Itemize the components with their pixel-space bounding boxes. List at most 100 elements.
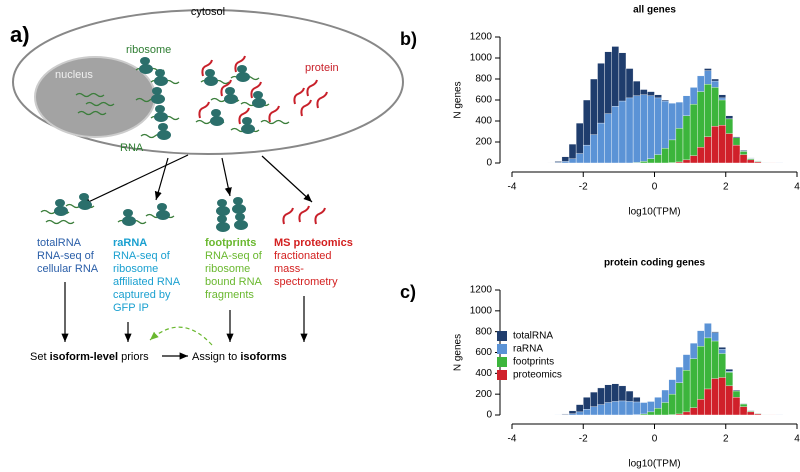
histogram-bar bbox=[682, 370, 691, 416]
histogram-bar bbox=[654, 408, 662, 416]
histogram-bar bbox=[732, 144, 741, 164]
histogram-bar bbox=[604, 113, 612, 164]
column-line: GFP IP bbox=[113, 302, 149, 314]
dashed-arrow bbox=[149, 326, 213, 346]
x-axis-label: log10(TPM) bbox=[628, 459, 680, 470]
arrows bbox=[61, 154, 313, 360]
column-title: footprints bbox=[205, 237, 256, 249]
column-line: fragments bbox=[205, 289, 254, 301]
text: Assign to bbox=[192, 351, 240, 363]
y-tick-label: 800 bbox=[475, 74, 492, 85]
legend-swatch bbox=[497, 357, 507, 367]
legend-swatch bbox=[497, 370, 507, 380]
x-tick-label: 2 bbox=[723, 182, 729, 193]
histogram-bar bbox=[618, 400, 627, 416]
histogram-bar bbox=[640, 94, 648, 164]
histogram-bar bbox=[754, 161, 762, 164]
panel-label: a) bbox=[10, 22, 30, 47]
histogram-bar bbox=[640, 161, 648, 164]
x-tick-label: 0 bbox=[652, 182, 658, 193]
histogram-bar bbox=[604, 402, 612, 416]
x-tick-label: 0 bbox=[652, 434, 658, 445]
column-line: fractionated bbox=[274, 250, 331, 262]
histogram-bar bbox=[647, 95, 655, 164]
histogram-bar bbox=[746, 159, 755, 164]
histogram-bar bbox=[618, 100, 627, 164]
column-line: cellular RNA bbox=[37, 263, 99, 275]
histogram-bar bbox=[640, 402, 648, 416]
y-tick-label: 200 bbox=[475, 389, 492, 400]
column-line: RNA-seq of bbox=[37, 250, 95, 262]
histogram-bar bbox=[661, 148, 669, 164]
panel-label: b) bbox=[400, 29, 417, 49]
priors-text: Set isoform-level priors bbox=[30, 351, 149, 363]
histogram-bar bbox=[754, 413, 762, 416]
text: Set bbox=[30, 351, 50, 363]
histogram-bar bbox=[632, 95, 641, 164]
histogram-bar bbox=[640, 413, 648, 416]
histogram-bar bbox=[689, 103, 698, 164]
column-line: bound RNA bbox=[205, 276, 263, 288]
x-axis-label: log10(TPM) bbox=[628, 207, 680, 218]
histogram-bar bbox=[689, 155, 698, 164]
y-axis-label: N genes bbox=[453, 334, 464, 371]
histogram-bar bbox=[590, 406, 598, 416]
histogram-bar bbox=[704, 388, 712, 416]
x-tick-label: 2 bbox=[723, 434, 729, 445]
column-line: RNA-seq of bbox=[113, 250, 171, 262]
histogram-bar bbox=[682, 115, 691, 164]
histogram-bar bbox=[739, 154, 748, 164]
histogram-bar bbox=[632, 162, 641, 164]
rna-label: RNA bbox=[120, 142, 144, 154]
assign-text: Assign to isoforms bbox=[192, 351, 287, 363]
nucleus-label: nucleus bbox=[55, 69, 93, 81]
histogram-bar bbox=[647, 158, 655, 164]
y-tick-label: 600 bbox=[475, 95, 492, 106]
histogram-bar bbox=[625, 401, 634, 416]
text: isoforms bbox=[240, 351, 286, 363]
legend-label: raRNA bbox=[513, 344, 543, 355]
histogram-bar bbox=[568, 413, 577, 416]
legend-label: proteomics bbox=[513, 370, 562, 381]
column-title: totalRNA bbox=[37, 237, 82, 249]
histogram-bar bbox=[675, 382, 684, 416]
histogram-bar bbox=[675, 161, 684, 164]
histogram-bar bbox=[597, 404, 605, 416]
column-icons bbox=[40, 193, 326, 232]
histogram-bar bbox=[732, 397, 741, 416]
cytosol-label: cytosol bbox=[191, 6, 225, 18]
panel-label: c) bbox=[400, 282, 416, 302]
histogram-bar bbox=[561, 161, 570, 164]
histogram-bar bbox=[675, 128, 684, 164]
legend-label: totalRNA bbox=[513, 331, 553, 342]
histogram-bar bbox=[668, 393, 677, 416]
histogram-bar bbox=[746, 411, 755, 416]
histogram-bar bbox=[654, 154, 662, 164]
y-tick-label: 1000 bbox=[470, 53, 493, 64]
text: isoform-level bbox=[50, 351, 118, 363]
y-tick-label: 200 bbox=[475, 137, 492, 148]
histogram-bar bbox=[575, 153, 584, 164]
histogram-bar bbox=[647, 411, 655, 416]
histogram-bar bbox=[739, 406, 748, 416]
histogram-bar bbox=[590, 134, 598, 164]
y-tick-label: 600 bbox=[475, 347, 492, 358]
column-line: affiliated RNA bbox=[113, 276, 181, 288]
chart-title: protein coding genes bbox=[604, 258, 706, 269]
y-tick-label: 800 bbox=[475, 326, 492, 337]
histogram-bar bbox=[575, 411, 584, 416]
ribosome-label: ribosome bbox=[126, 44, 171, 56]
histogram-bar bbox=[725, 385, 734, 416]
histogram-bar bbox=[611, 106, 620, 164]
histogram-bar bbox=[704, 136, 712, 164]
histogram-bar bbox=[625, 97, 634, 164]
y-tick-label: 0 bbox=[486, 158, 492, 169]
histogram-bar bbox=[711, 378, 719, 416]
column-line: mass- bbox=[274, 263, 304, 275]
histogram-bar bbox=[697, 147, 705, 164]
column-title: MS proteomics bbox=[274, 237, 353, 249]
histogram-bar bbox=[682, 159, 691, 164]
histogram-bar bbox=[583, 409, 591, 416]
x-tick-label: 4 bbox=[794, 434, 800, 445]
